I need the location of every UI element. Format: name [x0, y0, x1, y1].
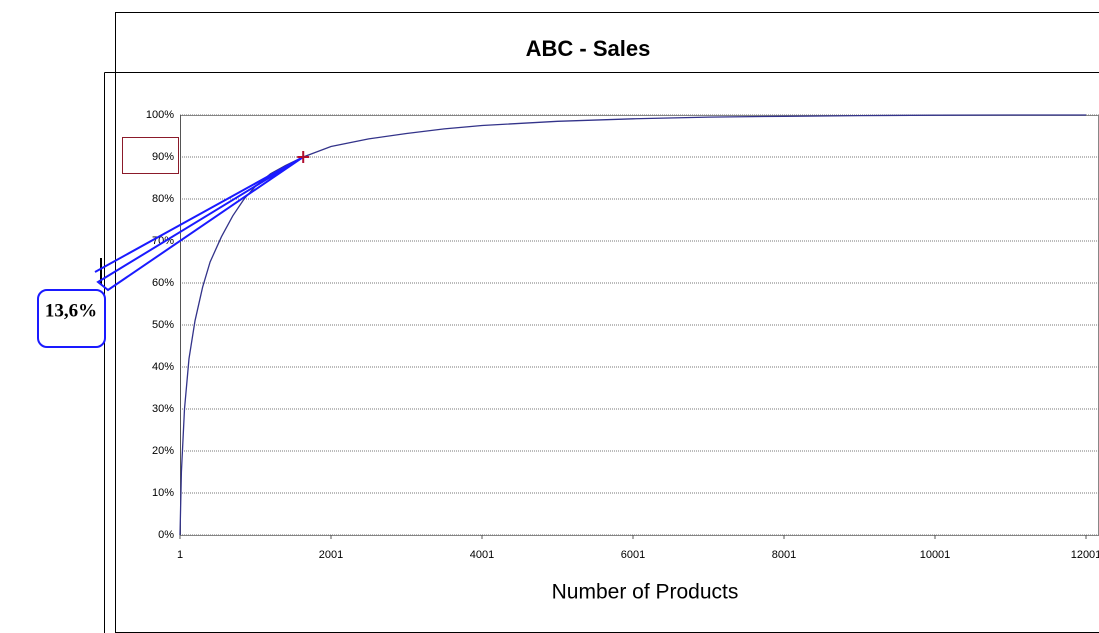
x-tick-label: 2001 [319, 549, 343, 561]
highlight-box [122, 137, 179, 174]
chart-title: ABC - Sales [526, 36, 651, 61]
x-tick-label: 8001 [772, 549, 796, 561]
x-tick-label: 6001 [621, 549, 645, 561]
y-tick-label: 40% [152, 361, 174, 373]
callout-pointer [94, 156, 304, 273]
x-tick-label: 12001 [1071, 549, 1099, 561]
chart-frame [115, 12, 1099, 633]
callout-pointer [96, 156, 304, 292]
y-tick-label: 50% [152, 319, 174, 331]
y-tick-label: 20% [152, 445, 174, 457]
y-tick-label: 10% [152, 487, 174, 499]
x-tick-label: 10001 [920, 549, 951, 561]
y-tick-label: 0% [158, 529, 174, 541]
highlight-marker [297, 151, 310, 163]
x-axis-label: Number of Products [552, 581, 739, 604]
callout-box [37, 289, 106, 348]
x-tick-label: 4001 [470, 549, 494, 561]
y-tick-label: 30% [152, 403, 174, 415]
y-tick-label: 80% [152, 193, 174, 205]
y-tick-label: 60% [152, 277, 174, 289]
y-tick-label: 100% [146, 109, 174, 121]
y-tick-label: 90% [152, 151, 174, 163]
x-tick-label: 1 [177, 549, 183, 561]
callout-text: 13,6% [45, 300, 97, 321]
